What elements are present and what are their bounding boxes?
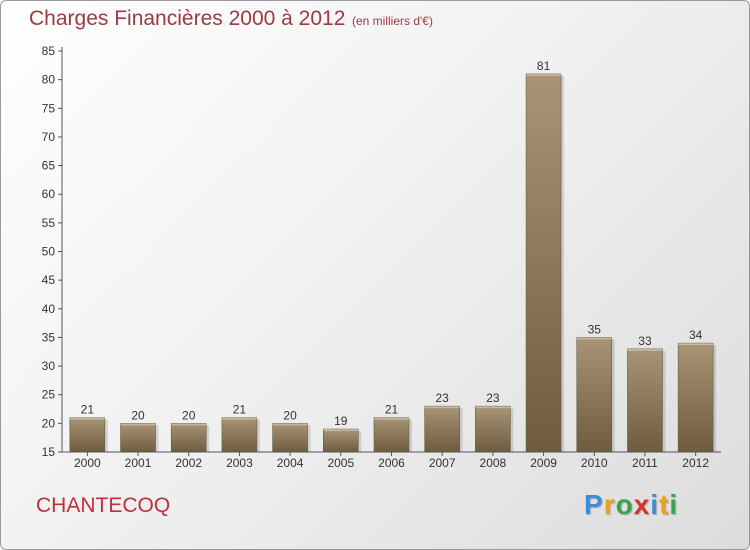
proxiti-logo[interactable]: Proxiti xyxy=(584,489,678,521)
bar xyxy=(677,342,714,453)
y-tick-label: 40 xyxy=(42,302,56,316)
bar-highlight xyxy=(526,73,562,76)
bar xyxy=(221,417,258,453)
y-tick-label: 80 xyxy=(42,73,56,87)
logo-letter: i xyxy=(669,489,679,520)
bar-highlight xyxy=(576,337,612,340)
bar xyxy=(576,337,613,453)
bar-highlight xyxy=(627,348,663,351)
y-tick-label: 60 xyxy=(42,187,56,201)
x-tick-label: 2012 xyxy=(682,456,709,470)
bar-highlight xyxy=(323,429,359,432)
bar-value-label: 21 xyxy=(233,403,247,417)
y-tick-label: 85 xyxy=(42,44,56,58)
y-tick-label: 65 xyxy=(42,159,56,173)
chart-title: Charges Financières 2000 à 2012 xyxy=(29,7,346,30)
logo-letter: o xyxy=(615,489,634,520)
bar xyxy=(120,423,156,453)
bar xyxy=(627,348,663,453)
x-tick-label: 2000 xyxy=(74,456,101,470)
y-tick-label: 45 xyxy=(42,273,56,287)
bar xyxy=(323,428,359,453)
bar-value-label: 35 xyxy=(588,322,602,336)
bar-highlight xyxy=(120,423,156,426)
y-tick-label: 35 xyxy=(42,330,56,344)
bar xyxy=(373,417,410,453)
logo-letter: P xyxy=(584,489,604,520)
y-tick-label: 75 xyxy=(42,101,56,115)
y-axis: 15 20 25 30 35 40 45 50 55 60 65 70 75 80 85 xyxy=(42,44,63,459)
bar-value-label: 19 xyxy=(334,414,348,428)
bar-highlight xyxy=(69,417,105,420)
bar-value-label: 20 xyxy=(131,408,145,422)
bar-highlight xyxy=(272,423,308,426)
bar-value-label: 81 xyxy=(537,59,551,73)
bar-value-label: 20 xyxy=(182,408,196,422)
y-tick-label: 50 xyxy=(42,245,56,259)
bar-highlight xyxy=(374,417,409,420)
y-tick-label: 15 xyxy=(42,445,56,459)
bar-highlight xyxy=(221,417,257,420)
bar-highlight xyxy=(171,423,207,426)
x-tick-label: 2002 xyxy=(175,456,202,470)
bar xyxy=(475,405,511,453)
bar-value-label: 20 xyxy=(283,408,297,422)
bar-highlight xyxy=(424,406,460,409)
x-tick-label: 2010 xyxy=(581,456,608,470)
y-tick-label: 25 xyxy=(42,388,56,402)
x-tick-label: 2009 xyxy=(530,456,557,470)
bar-value-label: 21 xyxy=(81,403,95,417)
x-tick-label: 2005 xyxy=(327,456,354,470)
bars-group: 21 20 20 21 20 19 21 23 23 81 35 33 34 xyxy=(69,59,717,453)
bar-highlight xyxy=(475,406,511,409)
x-tick-label: 2007 xyxy=(429,456,456,470)
bar-value-label: 23 xyxy=(436,391,450,405)
bar-value-label: 21 xyxy=(385,403,399,417)
bar xyxy=(69,417,106,453)
logo-letter: r xyxy=(603,489,616,520)
bar-value-label: 34 xyxy=(689,328,703,342)
bar xyxy=(525,73,562,453)
bar-highlight xyxy=(678,343,714,346)
logo-letter: i xyxy=(650,489,660,520)
x-tick-label: 2006 xyxy=(378,456,405,470)
y-tick-label: 20 xyxy=(42,416,56,430)
logo-letter: t xyxy=(659,489,670,520)
x-axis: 2000 2001 2002 2003 2004 2005 2006 2007 2008 2009… xyxy=(62,451,721,470)
x-tick-label: 2001 xyxy=(125,456,152,470)
chart-subtitle: (en milliers d'€) xyxy=(352,14,433,28)
x-tick-label: 2008 xyxy=(480,456,507,470)
bar-value-label: 33 xyxy=(638,334,652,348)
bar-value-label: 23 xyxy=(486,391,500,405)
y-tick-label: 70 xyxy=(42,130,56,144)
y-tick-label: 30 xyxy=(42,359,56,373)
bar xyxy=(424,405,460,453)
logo-letter: x xyxy=(633,489,651,520)
bar xyxy=(170,423,207,453)
y-tick-label: 55 xyxy=(42,216,56,230)
x-tick-label: 2003 xyxy=(226,456,253,470)
x-tick-label: 2011 xyxy=(632,456,658,470)
commune-name: CHANTECOQ xyxy=(36,494,171,517)
bar xyxy=(272,423,308,453)
x-tick-label: 2004 xyxy=(277,456,304,470)
